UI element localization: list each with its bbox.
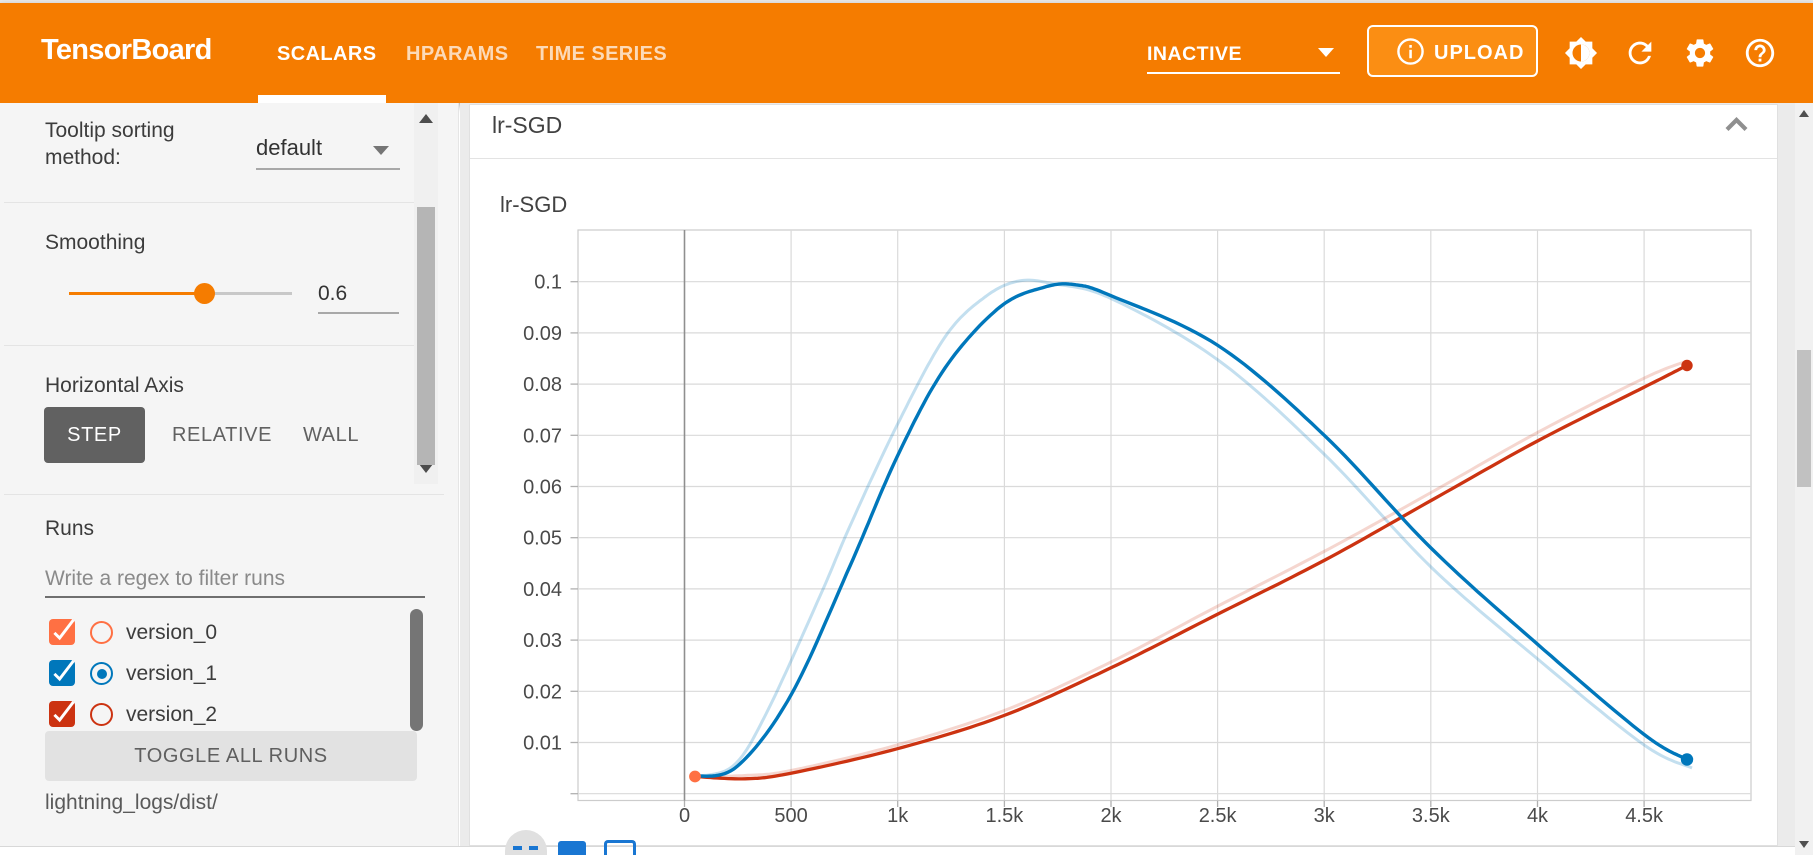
svg-text:0.05: 0.05 [523, 528, 562, 550]
svg-text:1.5k: 1.5k [985, 805, 1024, 827]
svg-text:0.1: 0.1 [534, 272, 562, 294]
svg-text:500: 500 [774, 805, 807, 827]
svg-text:4k: 4k [1527, 805, 1549, 827]
svg-text:4.5k: 4.5k [1625, 805, 1664, 827]
svg-text:0: 0 [679, 805, 690, 827]
svg-text:0.07: 0.07 [523, 425, 562, 447]
svg-text:0.02: 0.02 [523, 681, 562, 703]
svg-text:2k: 2k [1100, 805, 1122, 827]
svg-text:0.06: 0.06 [523, 477, 562, 499]
svg-text:0.09: 0.09 [523, 323, 562, 345]
svg-text:0.04: 0.04 [523, 579, 562, 601]
svg-text:1k: 1k [887, 805, 909, 827]
svg-text:3.5k: 3.5k [1412, 805, 1451, 827]
svg-text:0.03: 0.03 [523, 630, 562, 652]
svg-text:0.08: 0.08 [523, 374, 562, 396]
svg-text:0.01: 0.01 [523, 733, 562, 755]
svg-text:3k: 3k [1314, 805, 1336, 827]
svg-text:2.5k: 2.5k [1199, 805, 1238, 827]
